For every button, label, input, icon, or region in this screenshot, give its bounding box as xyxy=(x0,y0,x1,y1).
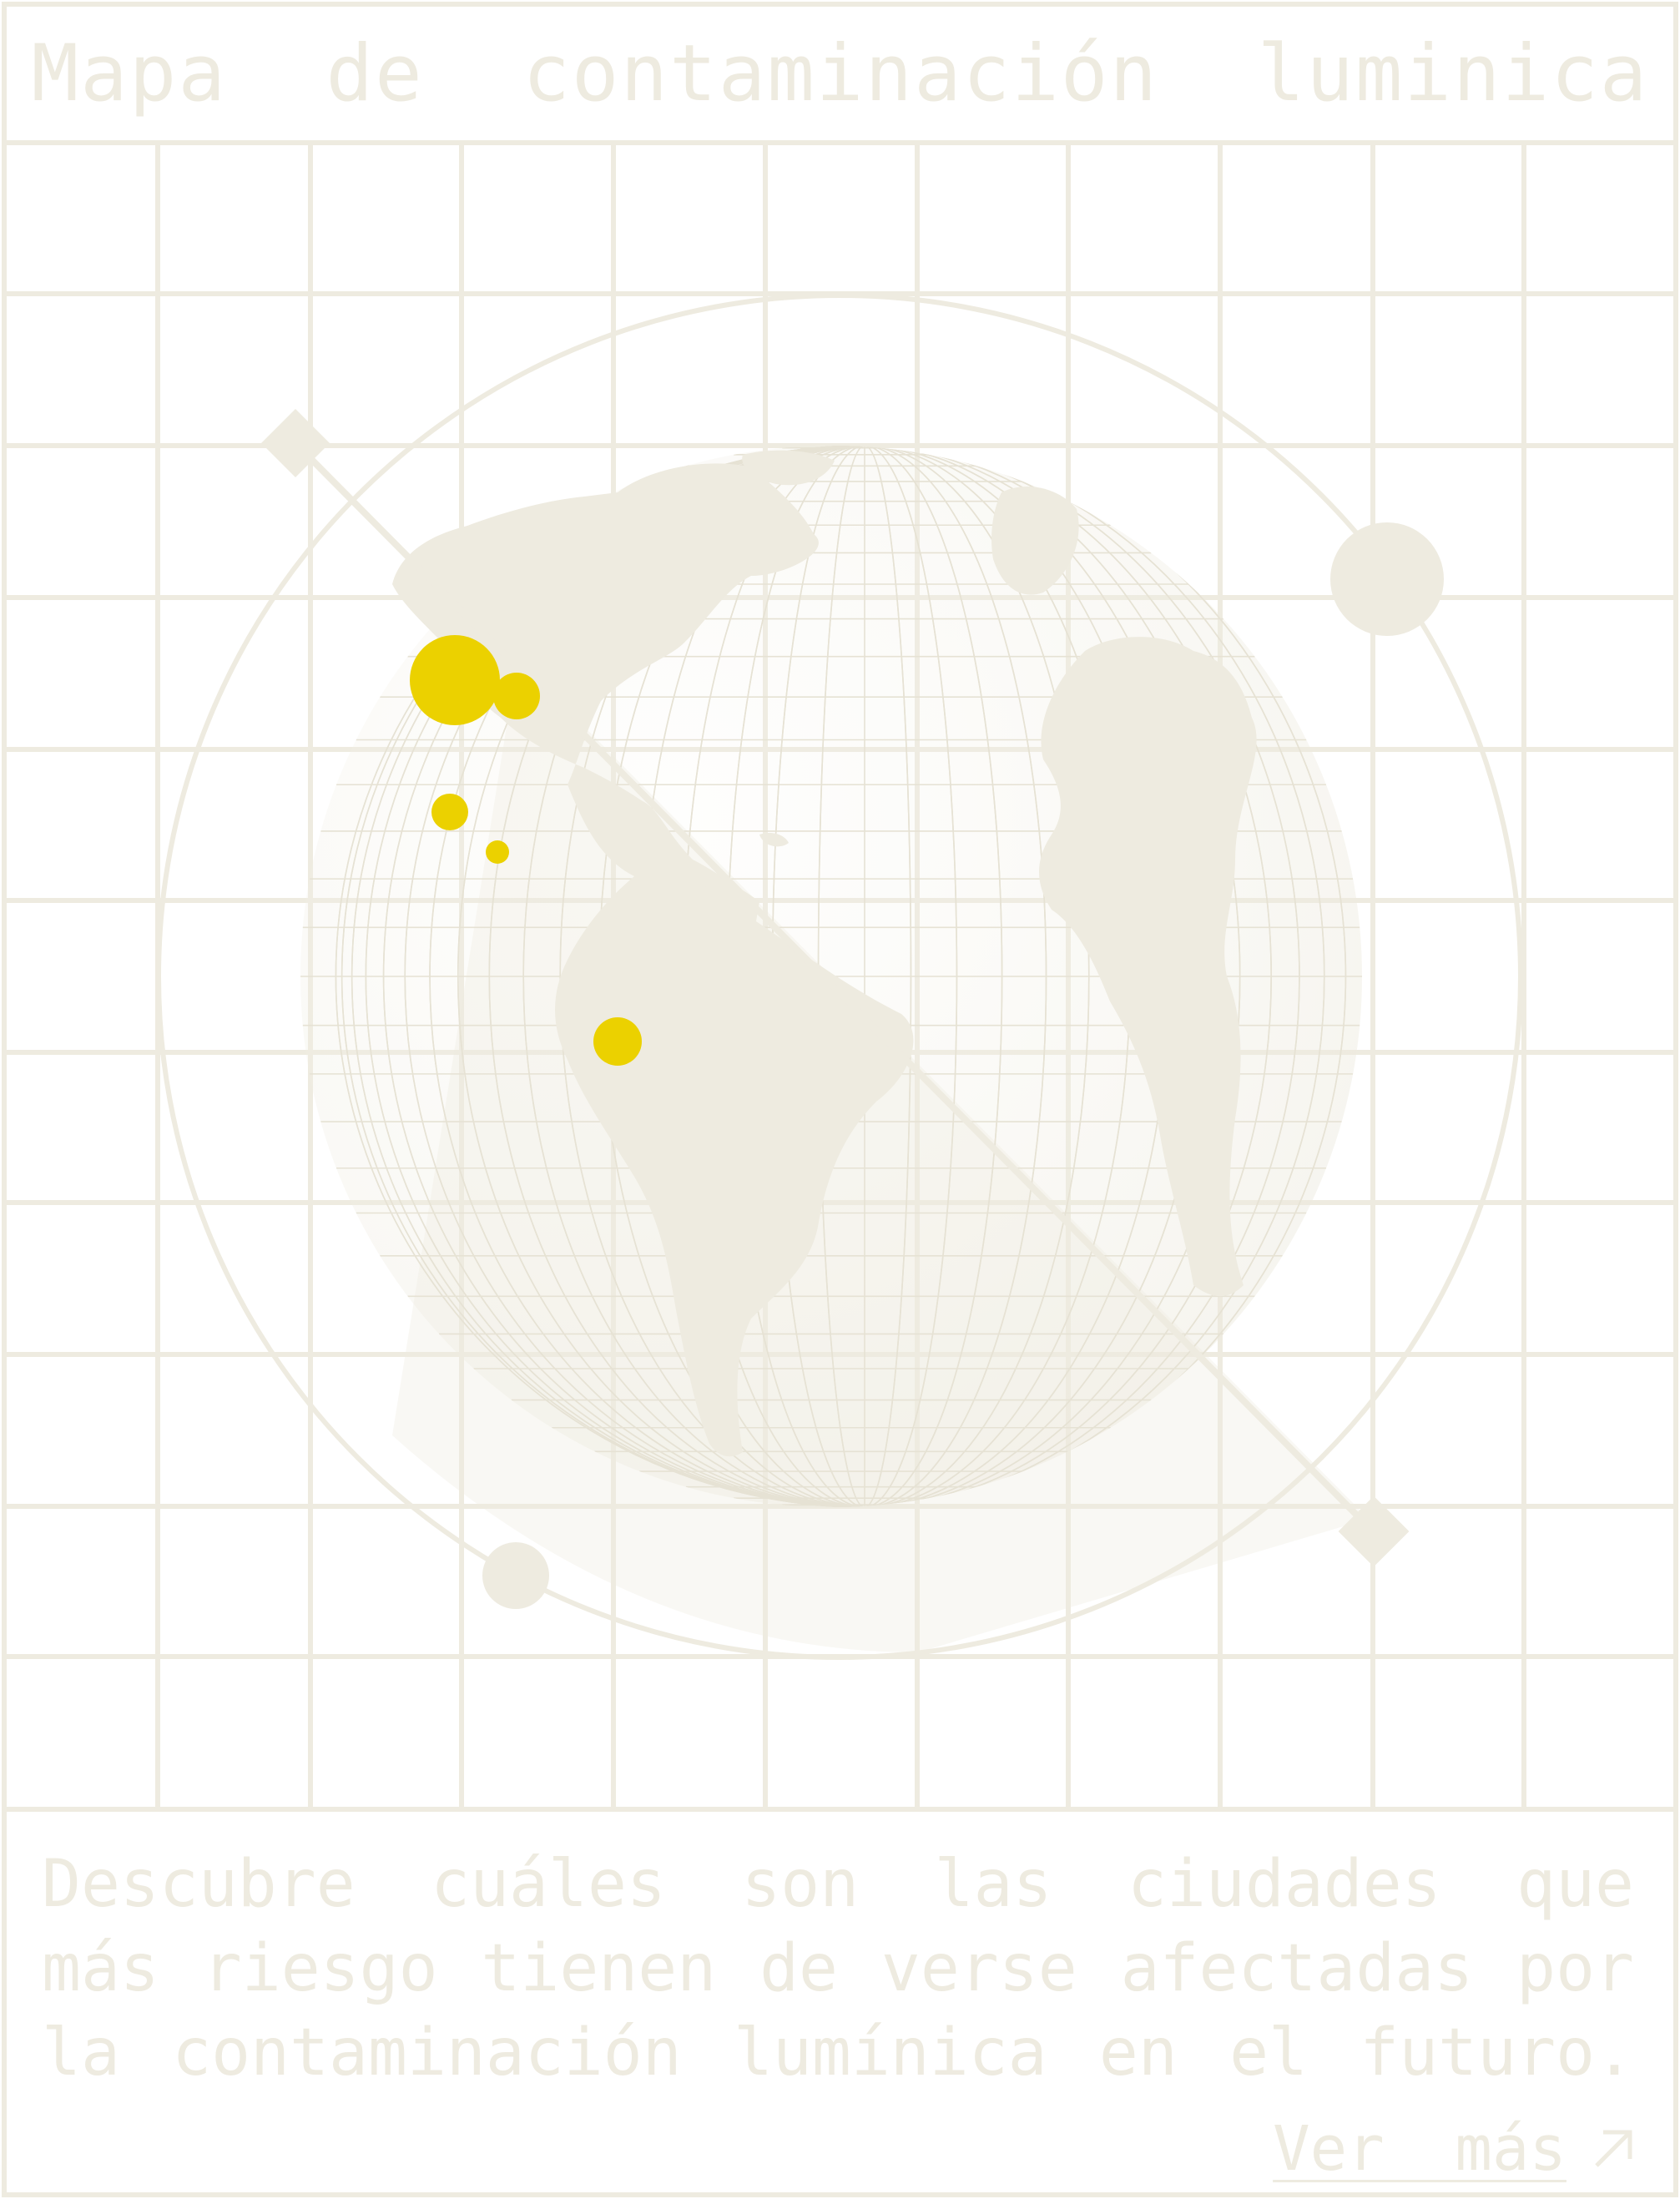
continent-south-america xyxy=(555,874,914,1457)
hotspot-markers xyxy=(410,635,642,1066)
hotspot-mexico[interactable] xyxy=(431,794,468,830)
hotspot-south-america-north[interactable] xyxy=(593,1017,642,1066)
diagonal-axis xyxy=(292,440,1375,1534)
description-line-2: más riesgo tienen de verse afectadas por xyxy=(42,1931,1634,2006)
description: Descubre cuáles son las ciudades que más… xyxy=(42,1843,1634,2096)
orbit-planet-top-right xyxy=(1330,522,1444,636)
see-more-label[interactable]: Ver más xyxy=(1273,2113,1566,2185)
continents xyxy=(392,450,1257,1457)
diamond-top-left xyxy=(260,408,330,478)
hotspot-north-america-east[interactable] xyxy=(493,673,540,719)
continent-north-america xyxy=(392,463,819,951)
orbit-ring xyxy=(156,293,1523,1660)
continent-europe xyxy=(991,486,1079,595)
continent-greenland xyxy=(742,450,835,486)
orbit-planet-bottom-left xyxy=(482,1542,549,1609)
island-caribbean xyxy=(759,833,789,847)
arrow-up-right-icon[interactable] xyxy=(1590,2126,1637,2172)
description-line-3: la contaminación lumínica en el futuro. xyxy=(42,2015,1634,2091)
continent-africa xyxy=(1039,637,1257,1297)
hotspot-north-america-west[interactable] xyxy=(410,635,500,725)
description-line-1: Descubre cuáles son las ciudades que xyxy=(42,1847,1634,1922)
hotspot-central-america[interactable] xyxy=(486,840,509,864)
see-more-link[interactable]: Ver más xyxy=(1273,2111,1637,2186)
page-title: Mapa de contaminación luminica xyxy=(31,28,1649,119)
